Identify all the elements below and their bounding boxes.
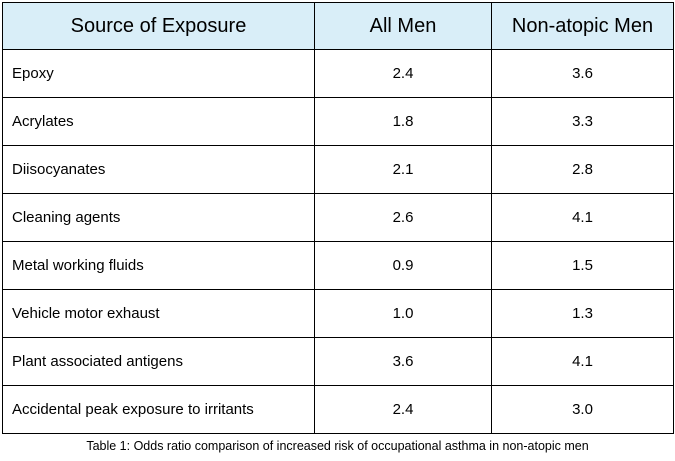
cell-source: Vehicle motor exhaust: [2, 289, 315, 338]
table-row: Accidental peak exposure to irritants 2.…: [2, 385, 674, 434]
cell-source: Plant associated antigens: [2, 337, 315, 386]
cell-all-men: 1.0: [314, 289, 492, 338]
table-caption: Table 1: Odds ratio comparison of increa…: [86, 439, 589, 453]
cell-all-men: 2.4: [314, 49, 492, 98]
table-row: Diisocyanates 2.1 2.8: [2, 145, 674, 194]
table-row: Epoxy 2.4 3.6: [2, 49, 674, 98]
cell-all-men: 2.1: [314, 145, 492, 194]
cell-non-atopic-men: 1.3: [491, 289, 674, 338]
cell-non-atopic-men: 3.3: [491, 97, 674, 146]
cell-non-atopic-men: 1.5: [491, 241, 674, 290]
cell-all-men: 0.9: [314, 241, 492, 290]
header-all-men: All Men: [314, 2, 492, 50]
table-row: Vehicle motor exhaust 1.0 1.3: [2, 289, 674, 338]
cell-source: Cleaning agents: [2, 193, 315, 242]
table-row: Cleaning agents 2.6 4.1: [2, 193, 674, 242]
cell-source: Epoxy: [2, 49, 315, 98]
header-row: Source of Exposure All Men Non-atopic Me…: [2, 2, 674, 50]
cell-all-men: 2.6: [314, 193, 492, 242]
cell-source: Accidental peak exposure to irritants: [2, 385, 315, 434]
cell-non-atopic-men: 2.8: [491, 145, 674, 194]
cell-source: Diisocyanates: [2, 145, 315, 194]
table-row: Metal working fluids 0.9 1.5: [2, 241, 674, 290]
cell-source: Metal working fluids: [2, 241, 315, 290]
cell-all-men: 3.6: [314, 337, 492, 386]
cell-all-men: 2.4: [314, 385, 492, 434]
table-header: Source of Exposure All Men Non-atopic Me…: [2, 2, 674, 50]
table-body: Epoxy 2.4 3.6 Acrylates 1.8 3.3 Diisocya…: [2, 49, 674, 434]
cell-non-atopic-men: 4.1: [491, 193, 674, 242]
cell-all-men: 1.8: [314, 97, 492, 146]
cell-non-atopic-men: 3.6: [491, 49, 674, 98]
odds-ratio-table: Source of Exposure All Men Non-atopic Me…: [2, 2, 674, 434]
cell-non-atopic-men: 3.0: [491, 385, 674, 434]
table-row: Plant associated antigens 3.6 4.1: [2, 337, 674, 386]
header-non-atopic-men: Non-atopic Men: [491, 2, 674, 50]
table-row: Acrylates 1.8 3.3: [2, 97, 674, 146]
header-source-of-exposure: Source of Exposure: [2, 2, 315, 50]
cell-source: Acrylates: [2, 97, 315, 146]
cell-non-atopic-men: 4.1: [491, 337, 674, 386]
